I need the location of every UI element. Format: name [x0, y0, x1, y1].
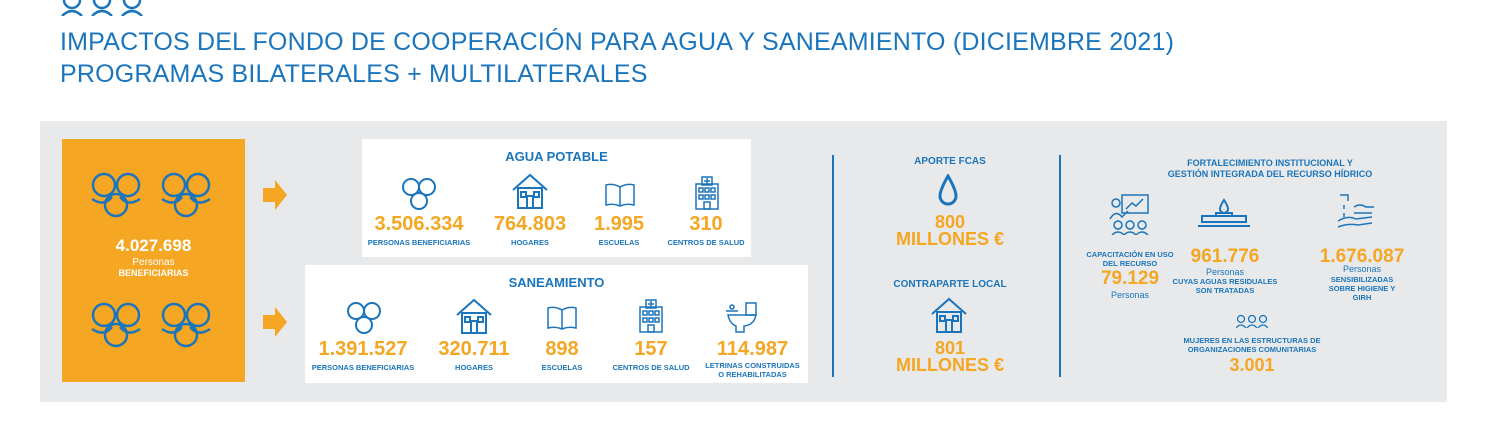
total-unit: Personas — [132, 257, 175, 268]
saneamiento-title: SANEAMIENTO — [508, 275, 605, 290]
capacitacion-label-2: DEL RECURSO — [1102, 259, 1158, 268]
aporte-title: APORTE FCAS — [914, 156, 986, 167]
agua-salud-value: 310 — [689, 213, 723, 235]
divider — [1059, 155, 1061, 377]
saneamiento-salud-value: 157 — [634, 338, 668, 360]
saneamiento-letrinas-label-1: LETRINAS CONSTRUIDAS — [705, 361, 800, 370]
saneamiento-section: SANEAMIENTO — [305, 265, 808, 383]
water-treatment-icon — [1198, 198, 1250, 227]
training-icon — [1109, 194, 1149, 235]
people-icon — [402, 178, 436, 210]
book-icon — [547, 306, 577, 330]
fortalecimiento-title-1: FORTALECIMIENTO INSTITUCIONAL Y — [1187, 158, 1353, 168]
page-subtitle: PROGRAMAS BILATERALES + MULTILATERALES — [60, 60, 648, 88]
hospital-icon — [639, 299, 663, 333]
women-group-icon — [1236, 314, 1268, 328]
saneamiento-escuelas-value: 898 — [545, 338, 579, 360]
capacitacion-unit: Personas — [1110, 290, 1150, 300]
aguas-residuales-label-2: SON TRATADAS — [1195, 286, 1255, 295]
contraparte-title: CONTRAPARTE LOCAL — [893, 279, 1007, 290]
higiene-unit: Personas — [1342, 264, 1382, 274]
saneamiento-letrinas-label-2: O REHABILITADAS — [718, 370, 787, 379]
aporte-value: 800 — [934, 212, 966, 232]
toilet-icon — [726, 302, 757, 333]
capacitacion-value: 79.129 — [1100, 268, 1160, 289]
total-label: BENEFICIARIAS — [118, 268, 189, 278]
people-icon — [91, 172, 211, 218]
capacitacion-label-1: CAPACITACIÓN EN USO — [1086, 250, 1174, 259]
saneamiento-personas-label: PERSONAS BENEFICIARIAS — [311, 363, 415, 372]
people-icon — [347, 302, 381, 334]
hospital-icon — [695, 176, 719, 210]
handwashing-icon — [1337, 194, 1374, 228]
agua-salud-label: CENTROS DE SALUD — [667, 238, 745, 247]
mujeres-value: 3.001 — [1229, 355, 1275, 375]
saneamiento-letrinas-value: 114.987 — [716, 338, 789, 360]
people-group-icon — [61, 0, 143, 16]
divider — [832, 155, 834, 377]
people-icon — [91, 302, 211, 348]
house-icon — [931, 297, 967, 333]
aguas-residuales-unit: Personas — [1205, 267, 1245, 277]
total-value: 4.027.698 — [115, 236, 192, 255]
arrow-right-icon — [263, 180, 287, 210]
agua-potable-title: AGUA POTABLE — [505, 149, 608, 164]
saneamiento-salud-label: CENTROS DE SALUD — [612, 363, 690, 372]
house-icon — [456, 298, 492, 334]
page-title: IMPACTOS DEL FONDO DE COOPERACIÓN PARA A… — [60, 28, 1175, 56]
fortalecimiento-title-2: GESTIÓN INTEGRADA DEL RECURSO HÍDRICO — [1167, 169, 1373, 179]
water-drop-icon — [938, 174, 958, 206]
agua-hogares-label: HOGARES — [511, 238, 549, 247]
saneamiento-hogares-value: 320.711 — [438, 338, 510, 360]
house-icon — [512, 173, 548, 209]
contraparte-value: 801 — [934, 338, 966, 358]
aporte-unit: MILLONES € — [895, 229, 1004, 249]
total-beneficiaries-box: 4.027.698 Personas BENEFICIARIAS — [62, 139, 245, 382]
agua-hogares-value: 764.803 — [493, 213, 567, 235]
agua-personas-label: PERSONAS BENEFICIARIAS — [367, 238, 471, 247]
saneamiento-hogares-label: HOGARES — [455, 363, 493, 372]
saneamiento-escuelas-label: ESCUELAS — [541, 363, 583, 372]
aguas-residuales-value: 961.776 — [1190, 246, 1260, 267]
agua-personas-value: 3.506.334 — [374, 213, 464, 235]
higiene-label-3: GIRH — [1352, 293, 1372, 302]
agua-escuelas-label: ESCUELAS — [598, 238, 640, 247]
saneamiento-personas-value: 1.391.527 — [318, 338, 408, 360]
contraparte-unit: MILLONES € — [895, 355, 1004, 375]
higiene-label-2: SOBRE HIGIENE Y — [1328, 284, 1396, 293]
agua-escuelas-value: 1.995 — [593, 213, 645, 235]
arrow-right-icon — [263, 307, 287, 337]
higiene-label-1: SENSIBILIZADAS — [1330, 275, 1394, 284]
book-icon — [605, 183, 635, 207]
mujeres-label-2: ORGANIZACIONES COMUNITARIAS — [1187, 345, 1317, 354]
mujeres-label-1: MUJERES EN LAS ESTRUCTURAS DE — [1183, 336, 1321, 345]
higiene-value: 1.676.087 — [1319, 246, 1405, 267]
aguas-residuales-label-1: CUYAS AGUAS RESIDUALES — [1172, 277, 1278, 286]
